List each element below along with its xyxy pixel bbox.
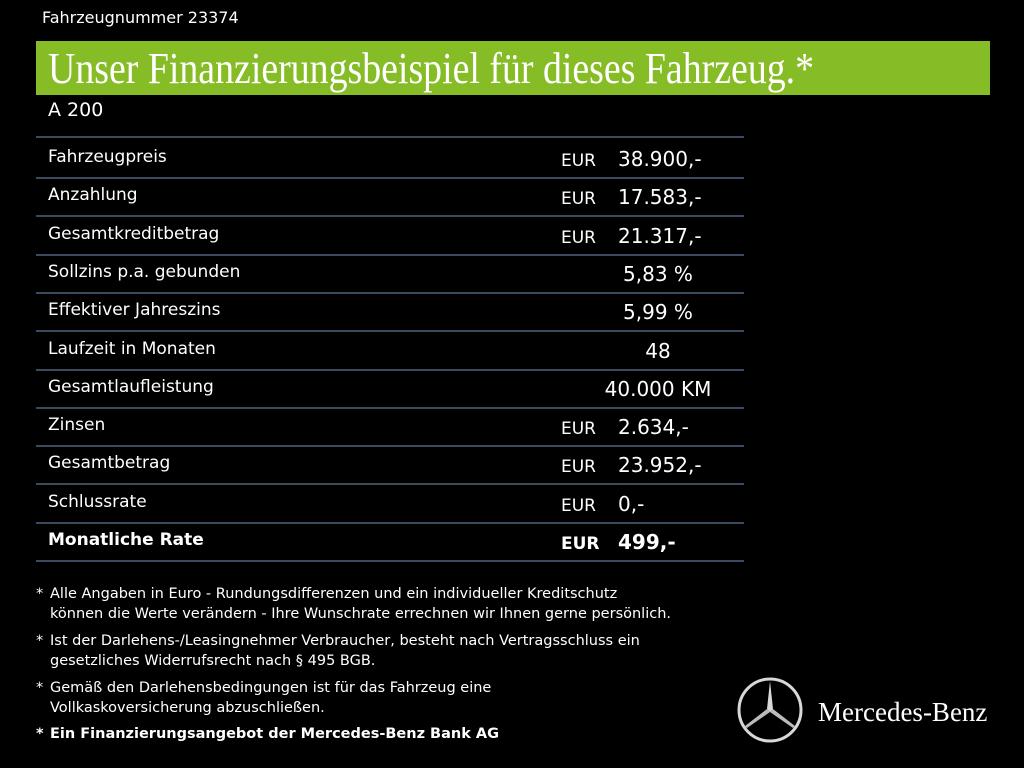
table-row: Anzahlung EUR 17.583,- xyxy=(36,177,744,218)
row-value: 21.317,- xyxy=(618,223,702,248)
row-label: Monatliche Rate xyxy=(48,530,204,550)
row-value: 38.900,- xyxy=(618,147,702,171)
footnote-line: Alle Angaben in Euro - Rundungsdifferenz… xyxy=(50,586,618,602)
row-value: 5,99 % xyxy=(623,300,693,325)
currency: EUR xyxy=(561,227,596,248)
table-row: Gesamtkreditbetrag EUR 21.317,- xyxy=(36,216,744,256)
row-value: 48 xyxy=(645,338,671,363)
row-label: Fahrzeugpreis xyxy=(48,147,167,167)
table-row: Sollzins p.a. gebunden 5,83 % xyxy=(36,254,744,294)
table-rule xyxy=(36,136,744,138)
table-row: Zinsen EUR 2.634,- xyxy=(36,407,744,448)
title-banner: Unser Finanzierungsbeispiel für dieses F… xyxy=(36,41,990,95)
footnote-line: Ist der Darlehens-/Leasingnehmer Verbrau… xyxy=(50,633,640,649)
row-value: 23.952,- xyxy=(618,453,702,478)
row-label: Gesamtkreditbetrag xyxy=(48,223,220,244)
currency: EUR xyxy=(561,419,596,440)
footnote-marker: * xyxy=(36,586,44,602)
table-row: Gesamtlaufleistung 40.000 KM xyxy=(36,369,744,409)
table-row: Gesamtbetrag EUR 23.952,- xyxy=(36,445,744,486)
footnote-line: können die Werte verändern - Ihre Wunsch… xyxy=(50,606,672,622)
title: Unser Finanzierungsbeispiel für dieses F… xyxy=(48,44,815,93)
row-label: Effektiver Jahreszins xyxy=(48,300,221,321)
mercedes-star-logo xyxy=(737,677,803,743)
vehicle-number: Fahrzeugnummer 23374 xyxy=(42,8,239,27)
footnote-marker: * xyxy=(36,680,44,696)
footnote-line: Ein Finanzierungsangebot der Mercedes-Be… xyxy=(50,726,500,742)
currency: EUR xyxy=(561,534,600,554)
row-value: 0,- xyxy=(618,491,645,516)
row-value: 17.583,- xyxy=(618,185,702,210)
table-row: Schlussrate EUR 0,- xyxy=(36,484,744,524)
currency: EUR xyxy=(561,495,596,516)
footnote: * Alle Angaben in Euro - Rundungsdifferen… xyxy=(36,584,671,624)
footnote: * Gemäß den Darlehensbedingungen ist für … xyxy=(36,678,491,718)
footnote-marker: * xyxy=(36,633,44,649)
footnote-marker: * xyxy=(36,726,44,742)
row-value: 2.634,- xyxy=(618,415,689,440)
row-label: Laufzeit in Monaten xyxy=(48,338,216,359)
row-value: 5,83 % xyxy=(623,261,693,286)
footnote-line: Gemäß den Darlehensbedingungen ist für d… xyxy=(50,680,492,696)
footnote-line: Vollkaskoversicherung abzuschließen. xyxy=(50,700,325,716)
table-row: Fahrzeugpreis EUR 38.900,- xyxy=(36,139,744,179)
footnote: * Ein Finanzierungsangebot der Mercedes-B… xyxy=(36,724,499,744)
brand-name: Mercedes-Benz xyxy=(818,697,988,727)
row-label: Schlussrate xyxy=(48,491,147,512)
row-label: Sollzins p.a. gebunden xyxy=(48,261,241,282)
row-label: Gesamtlaufleistung xyxy=(48,376,214,397)
footnote: * Ist der Darlehens-/Leasingnehmer Verbra… xyxy=(36,631,640,671)
currency: EUR xyxy=(561,457,596,478)
footnote-line: gesetzliches Widerrufsrecht nach § 495 B… xyxy=(50,653,376,669)
row-value: 40.000 KM xyxy=(604,376,712,401)
model: A 200 xyxy=(48,99,104,121)
currency: EUR xyxy=(561,151,596,171)
table-row: Laufzeit in Monaten 48 xyxy=(36,331,744,371)
row-label: Zinsen xyxy=(48,415,106,436)
table-row: Monatliche Rate EUR 499,- xyxy=(36,522,744,562)
row-label: Anzahlung xyxy=(48,185,138,206)
row-value: 499,- xyxy=(618,530,676,554)
row-label: Gesamtbetrag xyxy=(48,453,171,474)
table-row: Effektiver Jahreszins 5,99 % xyxy=(36,292,744,333)
currency: EUR xyxy=(561,189,596,210)
